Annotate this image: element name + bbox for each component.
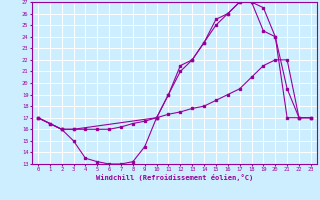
- X-axis label: Windchill (Refroidissement éolien,°C): Windchill (Refroidissement éolien,°C): [96, 174, 253, 181]
